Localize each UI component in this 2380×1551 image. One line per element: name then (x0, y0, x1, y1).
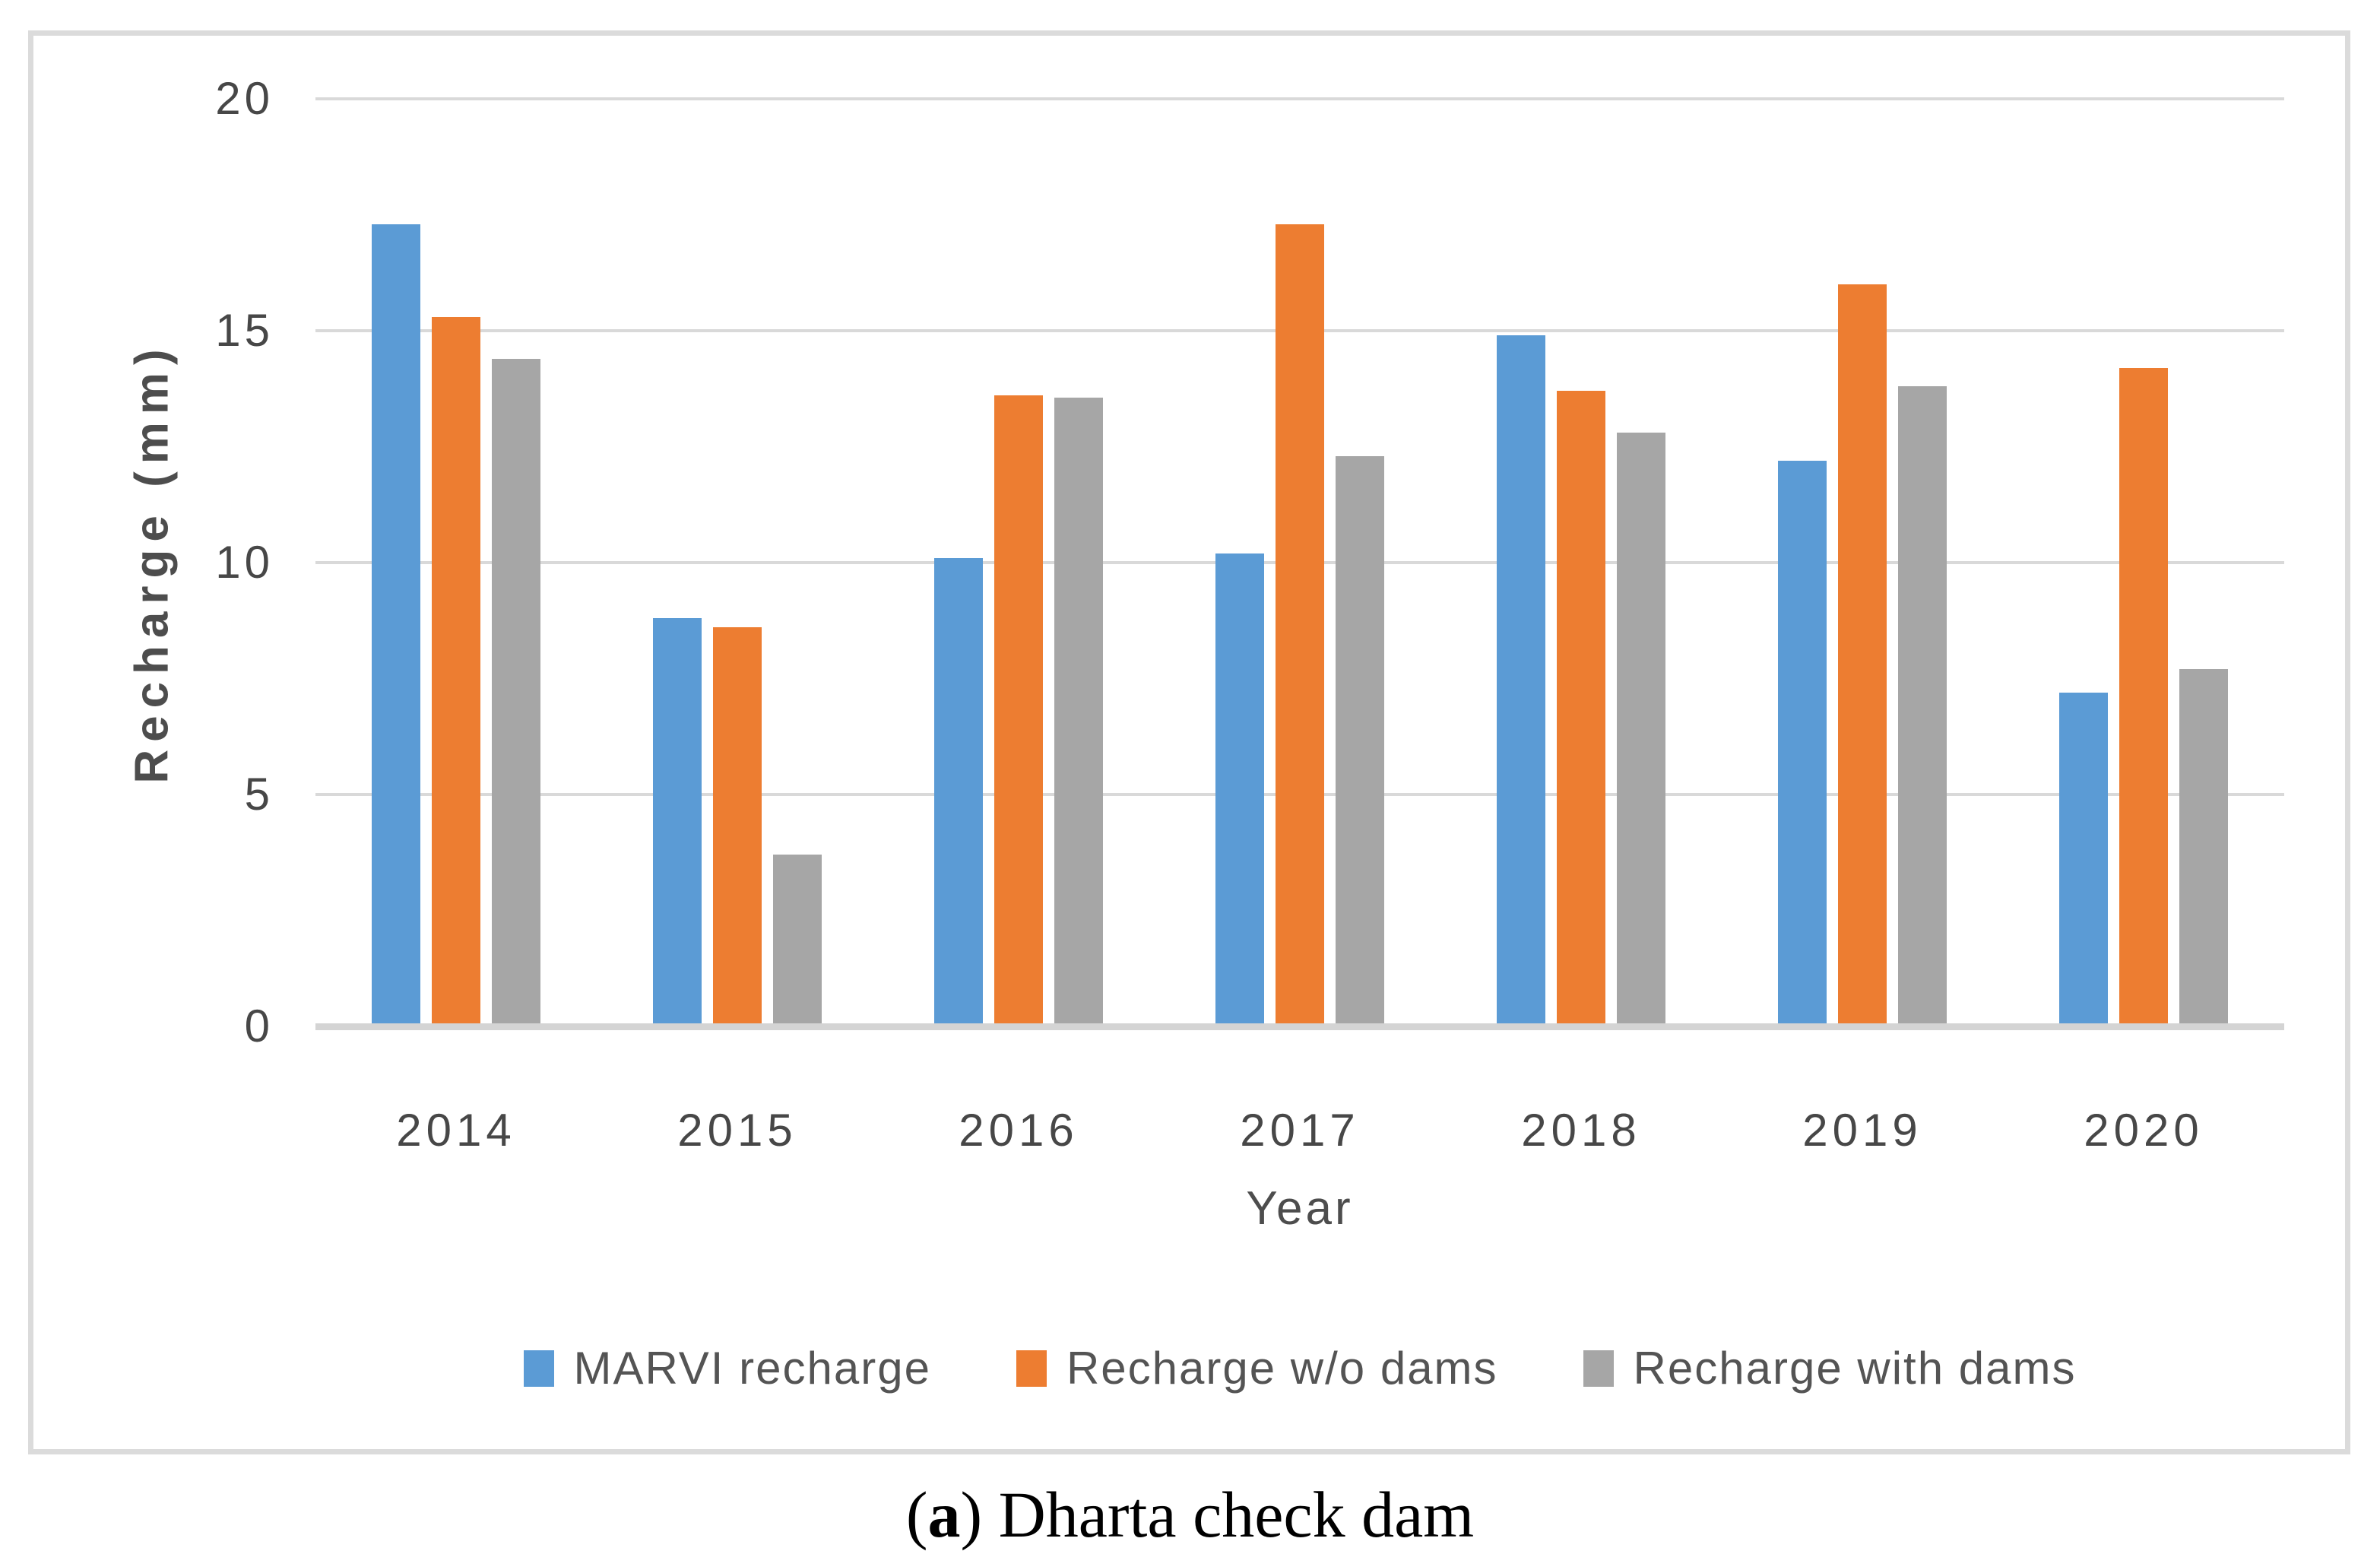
bar-2020-series-1 (2059, 693, 2108, 1026)
y-tick-label-15: 15 (215, 305, 274, 356)
bar-2018-series-2 (1557, 391, 1605, 1026)
bar-2019-series-2 (1838, 284, 1887, 1026)
bar-2020-series-2 (2119, 368, 2168, 1026)
caption-paren-open: ( (905, 1478, 928, 1551)
legend-label: MARVI recharge (573, 1343, 931, 1394)
legend-swatch-icon (523, 1350, 554, 1387)
bar-2015-series-3 (773, 855, 822, 1026)
x-tick-label-2017: 2017 (1240, 1105, 1360, 1156)
legend: MARVI recharge Recharge w/o dams Recharge … (315, 1340, 2284, 1397)
bar-2018-series-3 (1617, 433, 1665, 1026)
bar-2014-series-3 (492, 359, 540, 1026)
bar-2019-series-3 (1898, 386, 1947, 1026)
x-tick-label-2019: 2019 (1802, 1105, 1922, 1156)
legend-item-1: MARVI recharge (523, 1340, 931, 1397)
legend-swatch-icon (1016, 1350, 1047, 1387)
legend-swatch-icon (1583, 1350, 1614, 1387)
bar-2017-series-3 (1336, 456, 1384, 1026)
legend-item-3: Recharge with dams (1583, 1340, 2077, 1397)
bar-2019-series-1 (1778, 461, 1827, 1026)
bar-2016-series-1 (934, 558, 983, 1026)
bar-2015-series-2 (713, 627, 762, 1026)
bar-2016-series-2 (994, 395, 1043, 1026)
bar-2020-series-3 (2179, 669, 2228, 1026)
legend-label: Recharge with dams (1633, 1343, 2077, 1394)
bar-2017-series-2 (1276, 224, 1324, 1026)
y-tick-label-0: 0 (244, 1001, 274, 1051)
plot-area: 0 5 10 15 20 2014 2015 2016 2017 2018 2019 2020 (215, 73, 2284, 1156)
x-tick-label-2020: 2020 (2084, 1105, 2204, 1156)
figure-caption: (a) Dharta check dam (0, 1479, 2380, 1551)
bar-2018-series-1 (1497, 335, 1545, 1026)
x-tick-label-2014: 2014 (396, 1105, 516, 1156)
bar-2014-series-1 (372, 224, 420, 1026)
bar-2015-series-1 (653, 618, 702, 1026)
y-axis-title-text: Recharge (mm) (125, 341, 179, 784)
legend-item-2: Recharge w/o dams (1016, 1340, 1498, 1397)
y-tick-label-20: 20 (215, 73, 274, 124)
bar-2017-series-1 (1215, 553, 1264, 1026)
x-tick-label-2016: 2016 (959, 1105, 1079, 1156)
y-tick-label-5: 5 (244, 769, 274, 820)
x-axis-title: Year (1246, 1182, 1354, 1235)
x-tick-label-2018: 2018 (1521, 1105, 1641, 1156)
bar-2014-series-2 (432, 317, 480, 1026)
gridline-20 (315, 97, 2284, 100)
caption-letter: a (927, 1478, 961, 1551)
x-axis-line (315, 1023, 2284, 1030)
legend-label: Recharge w/o dams (1066, 1343, 1498, 1394)
x-tick-label-2015: 2015 (677, 1105, 797, 1156)
y-tick-label-10: 10 (215, 537, 274, 588)
caption-text: ) Dharta check dam (960, 1478, 1475, 1551)
bar-2016-series-3 (1054, 398, 1103, 1026)
